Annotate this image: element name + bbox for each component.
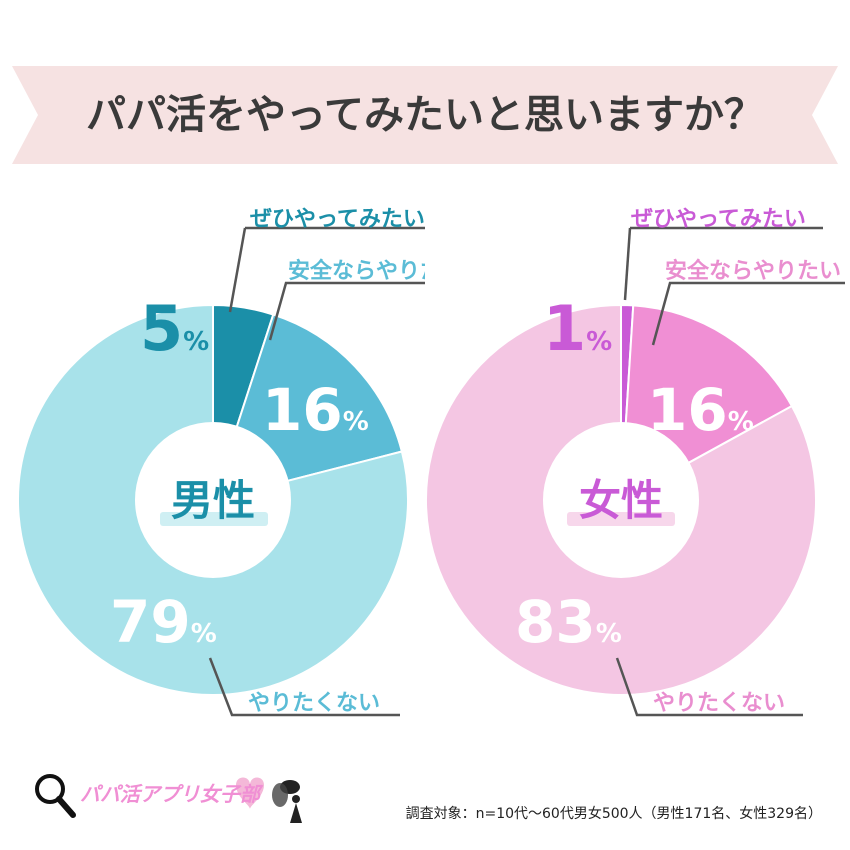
heart-icon: [236, 777, 264, 809]
leader-line-men-1: [268, 281, 425, 341]
leader-line-women-1: [651, 281, 845, 346]
leader-line-men-0b: [228, 227, 247, 313]
value-label-men-2: 79%: [110, 588, 217, 656]
category-label-women-1: 安全ならやりたい: [665, 258, 841, 284]
logo-text: パパ活アプリ女子部: [80, 782, 264, 806]
center-underline-men: [160, 512, 268, 526]
title-banner: パパ活をやってみたいと思いますか？: [12, 66, 838, 164]
category-label-men-1: 安全ならやりたい: [288, 258, 425, 284]
center-underline-women: [567, 512, 675, 526]
center-label-men: 男性: [171, 476, 255, 525]
category-label-men-2: やりたくない: [248, 691, 380, 716]
footer: パパ活アプリ女子部 調査対象：n=10代〜60代男女500人（男性171名、女性…: [0, 755, 850, 850]
donut-hole-men: [135, 422, 291, 578]
category-label-women-0: ぜひやってみたい: [631, 207, 806, 232]
category-label-women-2: やりたくない: [653, 691, 785, 716]
leader-line-men-2: [208, 657, 400, 717]
title-banner-shape: [12, 66, 838, 164]
center-label-women: 女性: [579, 476, 663, 525]
value-label-men-0: 5%: [140, 292, 209, 365]
fairy-icon: [272, 780, 302, 823]
category-label-men-0: ぜひやってみたい: [250, 207, 425, 232]
chart-men: 男性 ぜひやってみたい 安全ならやりたい やりたくない 5% 16% 79%: [17, 207, 425, 717]
survey-note: 調査対象：n=10代〜60代男女500人（男性171名、女性329名）: [405, 806, 822, 822]
page-title: パパ活をやってみたいと思いますか？: [86, 92, 764, 138]
value-label-women-2: 83%: [515, 588, 622, 656]
logo: パパ活アプリ女子部: [35, 774, 302, 823]
value-label-women-1: 16%: [647, 376, 754, 444]
donut-hole-women: [543, 422, 699, 578]
value-label-men-1: 16%: [262, 376, 369, 444]
leader-line-women-0b: [623, 227, 632, 301]
leader-line-women-2: [615, 657, 803, 717]
magnifier-icon: [35, 774, 76, 818]
chart-women: 女性 ぜひやってみたい 安全ならやりたい やりたくない 1% 16% 83%: [425, 207, 845, 717]
value-label-women-0: 1%: [543, 292, 612, 365]
